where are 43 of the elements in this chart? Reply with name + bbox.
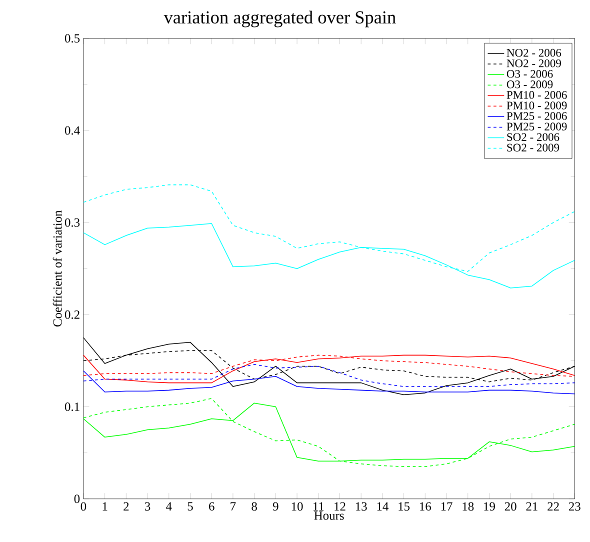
legend-label: NO2 - 2006	[506, 48, 562, 57]
x-tick-label: 9	[272, 502, 278, 511]
y-tick-label: 0.5	[64, 34, 80, 43]
x-tick-label: 22	[548, 502, 559, 510]
legend-label: O3 - 2006	[506, 70, 553, 78]
x-tick-label: 1	[102, 502, 108, 510]
x-tick-label: 7	[230, 502, 236, 510]
x-tick-label: 21	[526, 502, 538, 510]
y-axis-title: Coefficient of variation	[52, 210, 62, 326]
y-tick-label: 0	[74, 494, 80, 504]
legend-label: O3 - 2009	[506, 80, 553, 88]
x-tick-label: 8	[252, 502, 257, 511]
x-tick-label: 16	[420, 502, 432, 511]
x-tick-label: 2	[124, 502, 129, 510]
x-tick-label: 3	[145, 502, 150, 511]
y-tick-label: 0.3	[64, 218, 80, 227]
x-tick-label: 17	[441, 502, 452, 510]
x-tick-label: 20	[504, 502, 516, 511]
legend-label: PM10 - 2006	[506, 91, 567, 99]
x-tick-label: 14	[377, 502, 388, 510]
x-tick-label: 0	[80, 502, 86, 511]
x-tick-label: 15	[398, 502, 410, 511]
legend-label: SO2 - 2006	[507, 133, 560, 141]
legend-label: SO2 - 2009	[507, 144, 560, 152]
legend-label: PM10 - 2009	[506, 102, 567, 110]
x-tick-label: 12	[334, 502, 346, 510]
x-tick-label: 10	[292, 502, 303, 511]
legend-label: NO2 - 2009	[506, 59, 561, 68]
x-tick-label: 19	[484, 502, 495, 511]
legend-label: PM25 - 2009	[506, 122, 567, 130]
y-tick-label: 0.2	[64, 310, 80, 319]
chart-title: variation aggregated over Spain	[164, 10, 396, 28]
y-tick-label: 0.4	[64, 126, 80, 135]
x-tick-label: 6	[209, 502, 214, 511]
x-axis-title: Hours	[314, 511, 344, 520]
x-tick-label: 18	[462, 502, 474, 511]
legend-label: PM25 - 2006	[506, 112, 567, 120]
x-tick-label: 11	[313, 502, 324, 510]
x-tick-label: 13	[356, 502, 367, 511]
x-tick-label: 4	[166, 502, 172, 510]
y-tick-label: 0.1	[64, 402, 80, 411]
x-tick-label: 23	[568, 502, 580, 511]
x-tick-label: 5	[188, 502, 193, 511]
